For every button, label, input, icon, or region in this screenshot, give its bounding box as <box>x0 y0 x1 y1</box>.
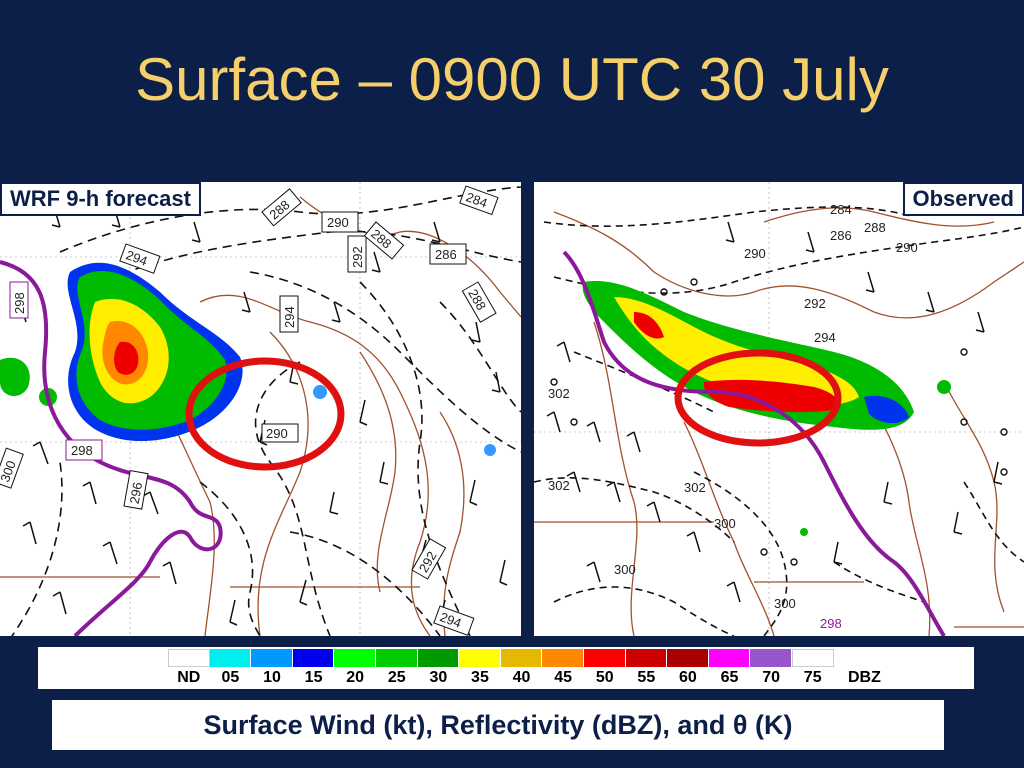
theta-contours <box>10 186 521 636</box>
svg-text:300: 300 <box>714 516 736 531</box>
forecast-label: WRF 9-h forecast <box>0 182 201 216</box>
svg-text:302: 302 <box>684 480 706 495</box>
svg-text:298: 298 <box>71 443 93 458</box>
svg-text:290: 290 <box>896 240 918 255</box>
colorbar-swatch <box>625 649 668 667</box>
observed-map-panel: 284 286 288 290 290 292 294 298 300 300 … <box>534 182 1024 636</box>
colorbar-tick-label: 30 <box>429 669 448 686</box>
svg-text:284: 284 <box>464 189 490 211</box>
observed-contour-labels: 284 286 288 290 290 292 294 298 300 300 … <box>548 202 918 631</box>
colorbar-swatch <box>500 649 543 667</box>
colorbar-swatch <box>209 649 252 667</box>
colorbar-tick-label: 15 <box>304 669 323 686</box>
svg-text:294: 294 <box>438 609 464 631</box>
colorbar-swatch <box>168 649 210 667</box>
colorbar-tick-label: 65 <box>720 669 739 686</box>
colorbar-swatch <box>375 649 418 667</box>
svg-text:298: 298 <box>820 616 842 631</box>
observed-theta-298-contour <box>562 250 946 636</box>
colorbar-tick-label: 45 <box>554 669 573 686</box>
colorbar-swatches <box>168 649 834 667</box>
observed-wind-barbs <box>546 221 1003 603</box>
reflectivity-colorbar: ND 05 10 15 20 25 30 35 40 45 50 55 60 65 70 75 DBZ <box>38 647 974 689</box>
svg-text:290: 290 <box>266 426 288 441</box>
colorbar-swatch <box>292 649 335 667</box>
colorbar-tick-label: 40 <box>512 669 531 686</box>
observed-highlight-circle <box>674 349 842 447</box>
svg-text:286: 286 <box>830 228 852 243</box>
forecast-contour-labels: 284 286 288 290 292 294 <box>0 185 499 636</box>
svg-text:294: 294 <box>124 247 150 269</box>
highlight-circle <box>185 357 345 471</box>
svg-text:294: 294 <box>282 306 297 328</box>
svg-text:286: 286 <box>435 247 457 262</box>
colorbar-swatch <box>542 649 584 667</box>
slide-caption: Surface Wind (kt), Reflectivity (dBZ), a… <box>52 700 944 750</box>
colorbar-swatch <box>334 649 376 667</box>
colorbar-swatch <box>459 649 501 667</box>
colorbar-tick-label: 60 <box>679 669 697 686</box>
colorbar-tick-label: 55 <box>637 669 656 686</box>
svg-text:290: 290 <box>744 246 766 261</box>
svg-text:290: 290 <box>327 215 349 230</box>
svg-text:302: 302 <box>548 478 570 493</box>
colorbar-swatch <box>667 649 709 667</box>
slide-title: Surface – 0900 UTC 30 July <box>135 46 889 113</box>
colorbar-tick-label: 50 <box>595 669 614 686</box>
observed-coastline <box>534 207 1024 636</box>
svg-text:294: 294 <box>814 330 836 345</box>
observed-map: 284 286 288 290 290 292 294 298 300 300 … <box>534 182 1024 636</box>
svg-text:284: 284 <box>830 202 852 217</box>
observed-theta-contours <box>534 206 1024 636</box>
colorbar-swatch <box>791 649 834 667</box>
svg-text:302: 302 <box>548 386 570 401</box>
colorbar-tick-label: 75 <box>803 669 822 686</box>
forecast-map-panel: 284 286 288 290 292 294 <box>0 182 521 636</box>
reflectivity-echo <box>0 262 496 456</box>
forecast-map: 284 286 288 290 292 294 <box>0 182 521 636</box>
observed-label: Observed <box>902 182 1024 216</box>
colorbar-tick-label: 10 <box>263 669 281 686</box>
colorbar-tick-label: 70 <box>762 669 780 686</box>
colorbar-tick-label: 20 <box>346 669 365 686</box>
colorbar-swatch <box>251 649 293 667</box>
svg-text:300: 300 <box>774 596 796 611</box>
colorbar-units: DBZ <box>848 669 881 686</box>
svg-text:298: 298 <box>12 292 27 314</box>
theta-298-contour <box>0 260 223 636</box>
svg-text:292: 292 <box>804 296 826 311</box>
colorbar-tick-label: ND <box>177 669 201 686</box>
svg-text:300: 300 <box>614 562 636 577</box>
colorbar-swatch <box>708 649 751 667</box>
colorbar-swatch <box>583 649 626 667</box>
calm-stations <box>550 278 1008 566</box>
svg-text:292: 292 <box>350 246 365 268</box>
colorbar-tick-label: 35 <box>471 669 489 686</box>
observed-reflectivity <box>582 281 951 536</box>
colorbar-ticks: ND 05 10 15 20 25 30 35 40 45 50 55 60 65 70 75 <box>168 669 834 687</box>
colorbar-tick-label: 25 <box>387 669 406 686</box>
svg-text:288: 288 <box>864 220 886 235</box>
colorbar-swatch <box>417 649 460 667</box>
colorbar-tick-label: 05 <box>221 669 240 686</box>
svg-text:296: 296 <box>127 481 146 505</box>
colorbar-swatch <box>750 649 792 667</box>
